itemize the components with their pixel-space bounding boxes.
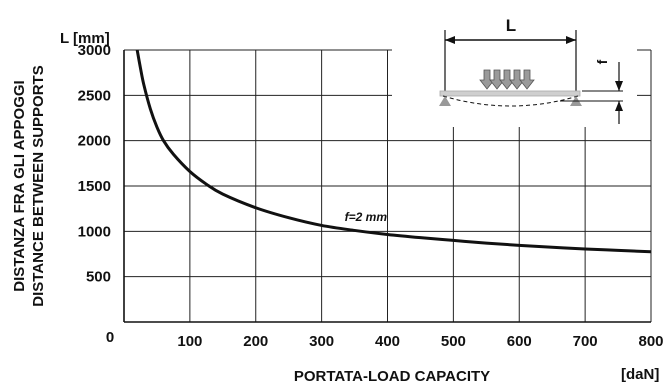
support-left-icon bbox=[439, 96, 451, 106]
x-axis-unit: [daN] bbox=[621, 366, 659, 383]
x-tick-label: 400 bbox=[375, 333, 400, 350]
x-axis-label: PORTATA-LOAD CAPACITY bbox=[294, 368, 490, 385]
span-label: L bbox=[506, 16, 516, 35]
origin-label: 0 bbox=[106, 329, 114, 346]
deflection-label: f bbox=[594, 59, 610, 64]
deflected-shape bbox=[442, 95, 579, 107]
x-tick-label: 600 bbox=[507, 333, 532, 350]
x-tick-label: 300 bbox=[309, 333, 334, 350]
y-tick-label: 3000 bbox=[78, 42, 111, 59]
y-tick-label: 1000 bbox=[78, 223, 111, 240]
inset-beam-diagram: L f bbox=[392, 15, 637, 127]
y-axis-unit: L [mm] bbox=[60, 30, 110, 47]
x-tick-label: 500 bbox=[441, 333, 466, 350]
arrow-right-icon bbox=[566, 36, 576, 44]
y-tick-label: 500 bbox=[86, 269, 111, 286]
x-tick-label: 800 bbox=[638, 333, 663, 350]
x-tick-label: 200 bbox=[243, 333, 268, 350]
y-tick-label: 1500 bbox=[78, 178, 111, 195]
beam bbox=[439, 90, 581, 97]
axes bbox=[123, 50, 651, 323]
y-axis-label-line2: DISTANCE BETWEEN SUPPORTS bbox=[30, 65, 47, 306]
x-tick-labels: 100 200 300 400 500 600 700 800 bbox=[177, 333, 663, 350]
series-line-f2mm bbox=[135, 49, 652, 254]
x-tick-label: 700 bbox=[573, 333, 598, 350]
deflection-arrow-up-icon bbox=[615, 101, 623, 111]
x-tick-label: 100 bbox=[177, 333, 202, 350]
y-axis-label-line1: DISTANZA FRA GLI APPOGGI bbox=[11, 80, 28, 291]
deflection-arrow-down-icon bbox=[615, 81, 623, 91]
arrow-left-icon bbox=[445, 36, 455, 44]
y-tick-label: 2000 bbox=[78, 133, 111, 150]
y-tick-labels: 500 1000 1500 2000 2500 3000 bbox=[78, 42, 111, 286]
y-tick-label: 2500 bbox=[78, 87, 111, 104]
distributed-load-icon bbox=[479, 69, 535, 90]
series-label: f=2 mm bbox=[345, 210, 388, 224]
